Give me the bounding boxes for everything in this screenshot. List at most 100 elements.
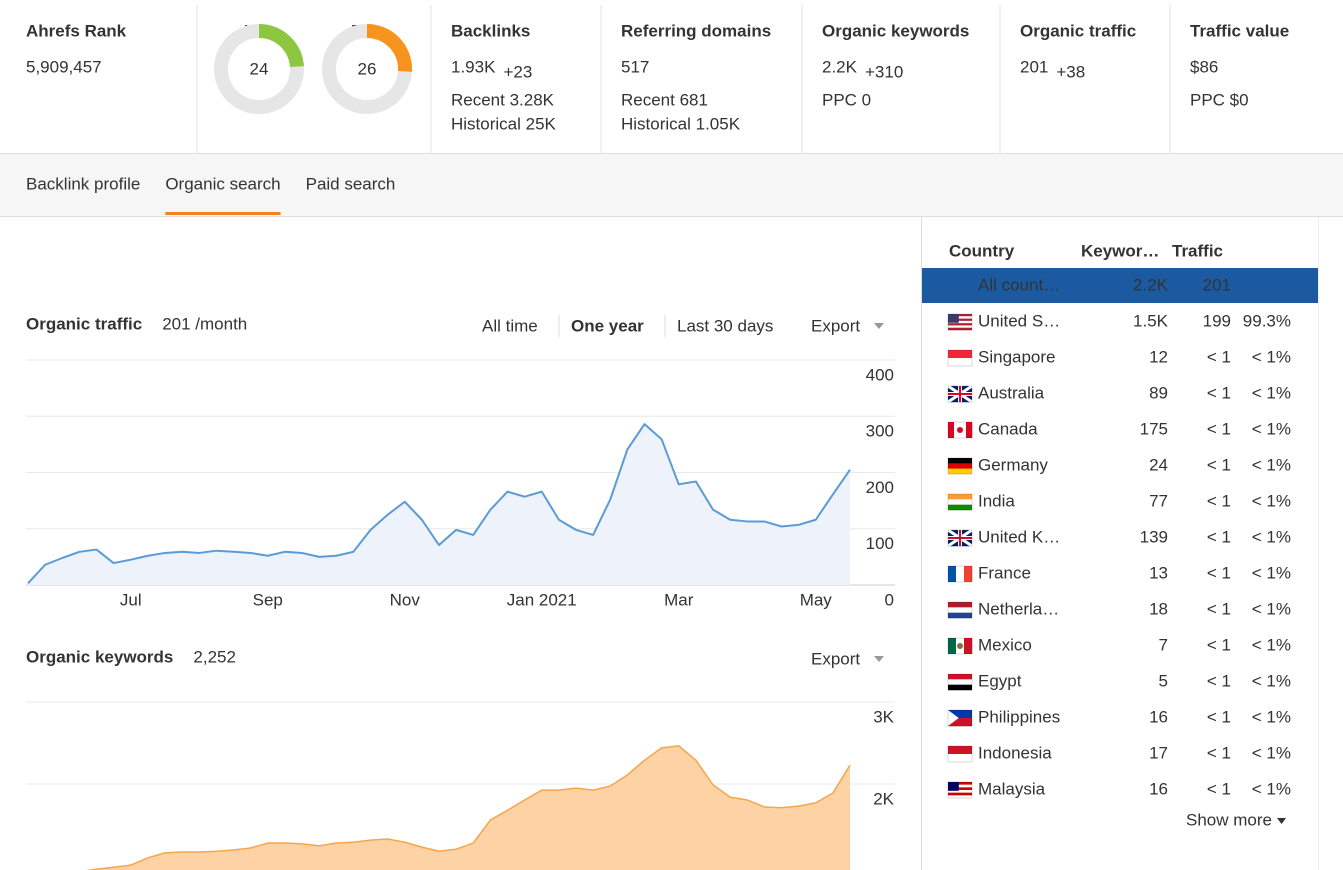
flag-part [948, 458, 972, 464]
x-tick-label: Sep [253, 590, 283, 609]
metric-sub: Recent 3.28K [451, 90, 555, 109]
y-tick-label: 200 [866, 478, 894, 497]
country-name[interactable]: United K… [978, 527, 1060, 546]
flag-part [948, 327, 972, 331]
flag-border [947, 709, 973, 727]
metric-sub: Historical 1.05K [621, 114, 741, 133]
country-traffic: 199 [1203, 311, 1231, 330]
country-share: < 1% [1252, 743, 1291, 762]
export-button[interactable]: Export [811, 649, 860, 668]
country-keywords: 175 [1140, 419, 1168, 438]
range-option[interactable]: Last 30 days [677, 316, 773, 335]
flag-part [948, 684, 972, 691]
flag [947, 745, 973, 763]
country-traffic: < 1 [1207, 743, 1231, 762]
country-name[interactable]: Indonesia [978, 743, 1052, 762]
tab[interactable]: Backlink profile [26, 174, 140, 193]
flag [947, 493, 973, 511]
show-more[interactable]: Show more [1186, 810, 1272, 829]
country-traffic: < 1 [1207, 599, 1231, 618]
flag-border [947, 421, 973, 439]
country-keywords: 5 [1159, 671, 1168, 690]
flag-border [947, 493, 973, 511]
y-tick-label: 100 [866, 534, 894, 553]
range-option[interactable]: One year [571, 316, 644, 335]
export-button[interactable]: Export [811, 316, 860, 335]
x-tick-label: Nov [390, 590, 421, 609]
flag [947, 528, 973, 548]
metric-sub: PPC $0 [1190, 90, 1249, 109]
country-keywords: 139 [1140, 527, 1168, 546]
flag-border [947, 349, 973, 367]
flag-part [948, 607, 972, 613]
flag-part [948, 314, 972, 317]
country-keywords: 7 [1159, 635, 1168, 654]
area-line [86, 745, 851, 870]
flag [947, 384, 973, 404]
metric-label: Traffic value [1190, 21, 1289, 40]
area-fill [28, 424, 850, 585]
country-name[interactable]: Australia [978, 383, 1045, 402]
flag-part [957, 643, 963, 649]
flag-part [948, 325, 972, 328]
flag [947, 349, 973, 367]
country-traffic: < 1 [1207, 635, 1231, 654]
metric-label: Organic traffic [1020, 21, 1136, 40]
row-highlight [922, 268, 1318, 303]
metric-value: 1.93K [451, 57, 496, 76]
metric-label: Backlinks [451, 21, 530, 40]
country-traffic: < 1 [1207, 347, 1231, 366]
metric-label: Referring domains [621, 21, 771, 40]
country-name[interactable]: All count… [978, 275, 1060, 294]
y-tick-label: 0 [885, 590, 894, 609]
flag [947, 565, 973, 583]
country-name[interactable]: Malaysia [978, 779, 1046, 798]
country-name[interactable]: Canada [978, 419, 1038, 438]
flag-border [947, 601, 973, 619]
flag-part [960, 422, 967, 438]
flag-border [947, 673, 973, 691]
y-tick-label: 3K [873, 707, 894, 726]
metric-value: 5,909,457 [26, 57, 102, 76]
flag-part [948, 638, 957, 654]
country-share: < 1% [1252, 347, 1291, 366]
country-keywords: 1.5K [1133, 311, 1169, 330]
country-traffic: < 1 [1207, 383, 1231, 402]
country-name[interactable]: Germany [978, 455, 1048, 474]
flag-part [948, 612, 972, 619]
country-name[interactable]: Mexico [978, 635, 1032, 654]
flag-part [948, 323, 972, 326]
flag-part [948, 795, 972, 799]
country-name[interactable]: United S… [978, 311, 1060, 330]
flag-border [947, 781, 973, 799]
country-traffic: < 1 [1207, 707, 1231, 726]
country-share: < 1% [1252, 527, 1291, 546]
metric-value: 201 [1020, 57, 1048, 76]
country-traffic: < 1 [1207, 671, 1231, 690]
flag-part [948, 674, 972, 680]
country-name[interactable]: India [978, 491, 1015, 510]
flag-border [947, 457, 973, 475]
range-option[interactable]: All time [482, 316, 538, 335]
flag-part [948, 754, 972, 763]
metric-change: +310 [865, 62, 903, 81]
tab[interactable]: Paid search [306, 174, 396, 193]
country-traffic: 201 [1203, 275, 1231, 294]
flag [947, 637, 973, 655]
flag-part [948, 468, 972, 475]
country-name[interactable]: Netherla… [978, 599, 1059, 618]
column-header: Traffic [1172, 241, 1223, 260]
flag-border [947, 529, 973, 547]
country-name[interactable]: Singapore [978, 347, 1056, 366]
country-keywords: 17 [1149, 743, 1168, 762]
country-name[interactable]: Philippines [978, 707, 1060, 726]
x-tick-label: Jan 2021 [507, 590, 577, 609]
show-more-caret [1277, 818, 1286, 824]
country-name[interactable]: Egypt [978, 671, 1022, 690]
flag-border [947, 565, 973, 583]
flag-part [948, 790, 972, 793]
tab[interactable]: Organic search [165, 174, 280, 193]
country-name[interactable]: France [978, 563, 1031, 582]
